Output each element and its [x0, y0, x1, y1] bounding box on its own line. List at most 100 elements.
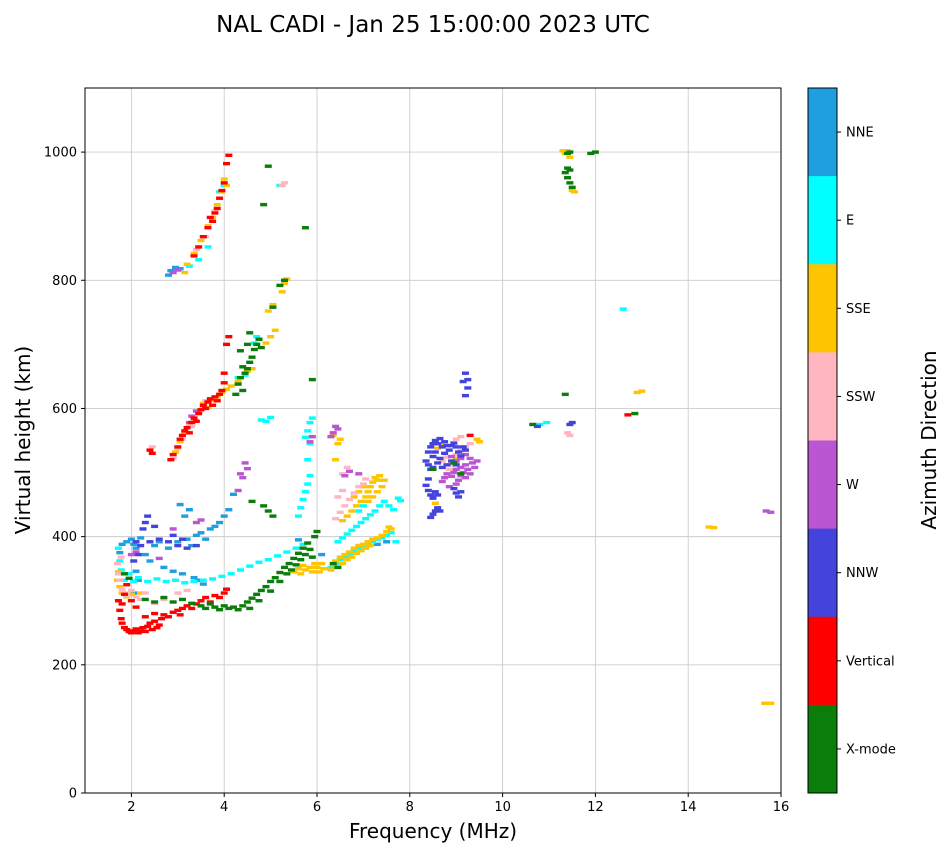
data-point [199, 582, 207, 586]
data-point [457, 490, 465, 494]
data-point [243, 467, 251, 471]
colorbar-segment [808, 616, 837, 706]
data-point [345, 550, 353, 554]
data-point [185, 431, 193, 435]
data-point [134, 575, 142, 580]
data-point [536, 422, 544, 427]
data-point [318, 552, 326, 557]
data-point [155, 540, 163, 544]
data-point [197, 531, 205, 535]
data-point [165, 546, 173, 550]
data-point [438, 479, 446, 484]
data-point [452, 456, 460, 461]
data-point [202, 406, 210, 411]
data-point [378, 484, 386, 489]
data-point [543, 420, 551, 425]
data-point [141, 597, 149, 602]
data-point [188, 414, 196, 418]
data-point [190, 254, 198, 258]
data-point [352, 551, 360, 555]
data-point [464, 386, 472, 390]
data-point [248, 355, 256, 359]
data-point [461, 463, 469, 467]
data-point [236, 349, 244, 353]
data-point [355, 490, 363, 494]
data-point [366, 484, 374, 489]
data-point [336, 555, 344, 559]
data-point [350, 546, 358, 550]
data-point [183, 546, 191, 550]
data-point [118, 587, 126, 591]
data-point [568, 185, 576, 190]
colorbar-label: SSW [846, 390, 876, 405]
data-point [429, 442, 437, 446]
data-point [243, 367, 251, 371]
data-point [429, 467, 437, 472]
data-point [197, 408, 205, 412]
data-point [118, 542, 126, 547]
data-point [241, 371, 249, 375]
data-point [301, 552, 309, 557]
data-point [329, 561, 337, 566]
data-point [169, 600, 177, 604]
data-point [378, 533, 386, 538]
data-point [202, 606, 210, 611]
data-point [429, 454, 437, 459]
data-point [130, 542, 138, 547]
data-point [130, 559, 138, 563]
data-point [188, 601, 196, 605]
data-point [385, 504, 393, 508]
data-point [445, 467, 453, 472]
data-point [211, 524, 219, 529]
data-point [422, 459, 430, 463]
data-point [341, 504, 349, 508]
data-point [299, 497, 307, 502]
data-point [197, 518, 205, 522]
data-point [174, 445, 182, 449]
data-point [216, 196, 224, 200]
data-point [276, 579, 284, 584]
data-point [591, 150, 599, 154]
data-point [174, 543, 182, 548]
data-point [223, 161, 231, 166]
data-point [431, 450, 439, 454]
data-point [327, 565, 335, 570]
data-point [134, 552, 142, 557]
data-point [225, 508, 233, 512]
colorbar-label: NNE [846, 126, 874, 141]
data-point [255, 337, 263, 341]
data-point [202, 595, 210, 600]
data-point [241, 373, 249, 377]
data-point [220, 604, 228, 608]
data-point [132, 605, 140, 609]
data-point [269, 302, 277, 307]
data-point [443, 463, 451, 467]
data-point [116, 550, 124, 555]
data-point [376, 474, 384, 478]
data-point [457, 434, 465, 439]
data-point [424, 463, 432, 467]
data-point [568, 420, 576, 425]
data-point [190, 575, 198, 580]
data-point [301, 435, 309, 439]
data-point [167, 268, 175, 273]
data-point [243, 600, 251, 604]
data-point [533, 424, 541, 429]
data-point [434, 442, 442, 446]
data-point [455, 478, 463, 482]
data-point [281, 565, 289, 570]
data-point [218, 388, 226, 393]
data-point [132, 550, 140, 554]
data-point [345, 552, 353, 557]
data-point [301, 490, 309, 494]
data-point [264, 309, 272, 313]
data-point [253, 342, 261, 347]
chart-title: NAL CADI - Jan 25 15:00:00 2023 UTC [216, 12, 650, 38]
data-point [587, 151, 595, 156]
data-point [220, 591, 228, 595]
data-point [183, 537, 191, 541]
data-point [278, 183, 286, 188]
data-point [394, 496, 402, 500]
data-point [211, 605, 219, 609]
data-point [227, 572, 235, 576]
